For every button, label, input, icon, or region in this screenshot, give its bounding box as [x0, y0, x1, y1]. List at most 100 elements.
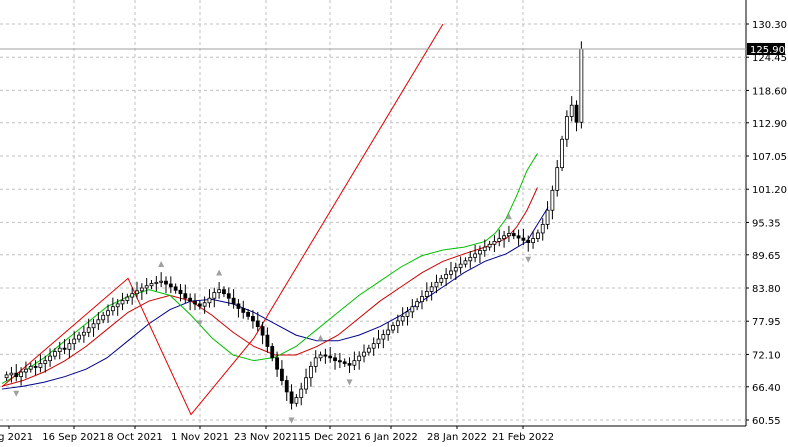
- zigzag-indicator: [1, 23, 444, 416]
- candle-body: [168, 283, 173, 288]
- current-price-label: 125.90: [750, 45, 785, 56]
- fractal-up-marker: [317, 334, 324, 341]
- candle-body: [492, 241, 497, 245]
- y-tick-label: 72.10: [752, 350, 781, 361]
- candle-body: [507, 233, 511, 237]
- candle-body: [284, 380, 289, 393]
- candle-body: [144, 285, 149, 289]
- grid-lines: [0, 0, 746, 426]
- candle-body: [270, 346, 275, 359]
- y-tick-label: 130.30: [752, 20, 787, 31]
- candle-body: [564, 116, 569, 140]
- x-tick-label: 23 Nov 2021: [234, 432, 298, 443]
- x-tick-label: 8 Oct 2021: [107, 432, 162, 443]
- candle-body: [193, 300, 197, 305]
- candle-body: [255, 320, 260, 328]
- candle-body: [362, 351, 366, 357]
- candle-body: [347, 363, 352, 366]
- candle-body: [38, 363, 43, 368]
- candle-body: [574, 104, 579, 123]
- candle-body: [410, 306, 415, 313]
- candlestick-series: [4, 41, 584, 410]
- x-tick-label: 6 Jan 2022: [364, 432, 418, 443]
- candle-body: [569, 104, 574, 117]
- candle-body: [342, 361, 347, 364]
- candle-body: [183, 293, 188, 299]
- candle-body: [101, 314, 106, 321]
- candle-body: [212, 292, 217, 299]
- candle-body: [521, 237, 526, 241]
- candle-body: [337, 360, 342, 363]
- y-tick-label: 60.55: [752, 416, 781, 427]
- current-price-tag: 125.90: [747, 42, 785, 56]
- fractal-down-marker: [346, 379, 353, 386]
- y-tick-label: 107.05: [752, 152, 787, 163]
- candle-body: [449, 270, 453, 275]
- ma-medium-line: [1, 187, 538, 387]
- candle-body: [275, 357, 279, 370]
- candle-body: [67, 343, 72, 350]
- candle-body: [444, 273, 449, 279]
- fractal-up-marker: [158, 260, 165, 267]
- fractal-down-marker: [525, 256, 532, 263]
- fractal-down-marker: [13, 390, 20, 397]
- candle-body: [222, 289, 226, 295]
- candle-body: [72, 338, 77, 345]
- candle-body: [178, 289, 183, 295]
- candle-body: [323, 354, 328, 357]
- fractal-down-marker: [288, 417, 295, 424]
- candle-body: [202, 302, 207, 307]
- fractal-down-marker: [196, 320, 203, 327]
- candle-body: [371, 343, 376, 349]
- candle-body: [24, 368, 28, 373]
- candle-body: [139, 287, 144, 292]
- candle-body: [231, 297, 236, 305]
- candle-body: [77, 334, 81, 340]
- candle-body: [251, 315, 255, 322]
- candle-body: [386, 329, 391, 335]
- candle-body: [226, 293, 231, 299]
- ma-fast-line: [1, 153, 538, 384]
- candle-body: [4, 374, 9, 379]
- candle-body: [188, 297, 193, 302]
- candle-body: [434, 281, 439, 288]
- candle-body: [405, 311, 410, 317]
- candle-body: [328, 355, 333, 359]
- zigzag-line: [1, 23, 444, 416]
- candle-body: [458, 263, 463, 268]
- candle-body: [478, 250, 482, 255]
- candle-body: [468, 256, 473, 262]
- candle-body: [420, 296, 424, 303]
- candle-body: [482, 246, 487, 251]
- candle-body: [280, 368, 284, 381]
- y-axis: 130.30 124.45 118.60 112.90 107.05 101.20 95.3…: [746, 20, 787, 427]
- candle-body: [473, 253, 478, 258]
- candle-body: [43, 360, 48, 364]
- candle-body: [9, 372, 14, 376]
- candle-body: [502, 235, 506, 240]
- candle-body: [376, 338, 381, 345]
- moving-averages: [1, 153, 549, 390]
- candle-body: [333, 357, 337, 362]
- candle-body: [265, 334, 270, 347]
- x-tick-label: 21 Feb 2022: [492, 432, 554, 443]
- candle-body: [19, 371, 23, 377]
- candle-body: [236, 303, 241, 309]
- candle-body: [173, 286, 178, 291]
- y-tick-label: 66.40: [752, 383, 781, 394]
- candle-body: [33, 365, 38, 368]
- candle-body: [357, 355, 362, 362]
- x-tick-label: 16 Sep 2021: [42, 432, 105, 443]
- y-tick-label: 89.65: [752, 251, 781, 262]
- candle-body: [308, 365, 313, 379]
- candle-body: [246, 312, 251, 317]
- candle-body: [149, 283, 154, 287]
- candle-body: [110, 306, 115, 312]
- candle-body: [53, 351, 57, 357]
- candle-body: [463, 260, 468, 265]
- candle-body: [299, 388, 304, 398]
- candle-body: [159, 280, 164, 283]
